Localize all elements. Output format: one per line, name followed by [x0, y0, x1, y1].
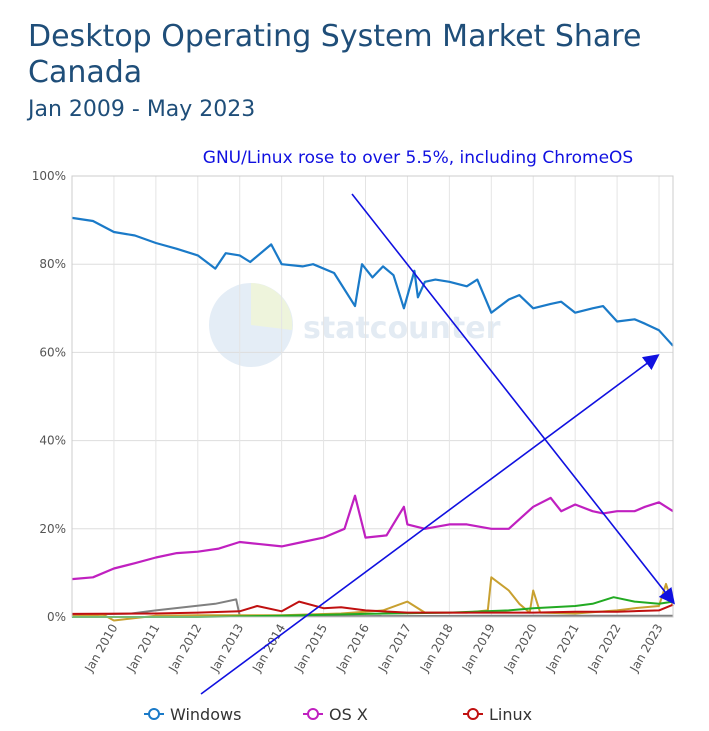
- annotation-arrow-down: [351, 193, 675, 605]
- legend-item-linux[interactable]: Linux: [463, 705, 532, 724]
- legend-label-osx: OS X: [329, 705, 368, 724]
- chart-grid: [72, 175, 673, 618]
- y-tick-label: 20%: [39, 522, 66, 536]
- legend-marker-osx: [307, 708, 319, 720]
- x-tick-label: Jan 2017: [375, 622, 414, 676]
- legend: Windows OS X Linux: [144, 705, 532, 724]
- x-tick-label: Jan 2011: [123, 622, 162, 676]
- legend-item-windows[interactable]: Windows: [144, 705, 241, 724]
- watermark-text: statcounter: [303, 311, 501, 346]
- legend-marker-linux: [467, 708, 479, 720]
- x-tick-label: Jan 2021: [543, 622, 582, 676]
- y-tick-label: 40%: [39, 434, 66, 448]
- plot-border: [71, 175, 674, 618]
- x-tick-label: Jan 2019: [459, 622, 498, 676]
- x-tick-label: Jan 2023: [627, 622, 666, 676]
- watermark: statcounter: [209, 283, 501, 367]
- y-tick-label: 60%: [39, 345, 66, 359]
- series-line-other: [71, 598, 673, 618]
- x-tick-label: Jan 2022: [585, 622, 624, 676]
- y-axis: 0% 20% 40% 60% 80% 100%: [32, 169, 66, 624]
- series-line-osx: [71, 494, 674, 581]
- legend-item-osx[interactable]: OS X: [303, 705, 368, 724]
- x-tick-label: Jan 2013: [207, 622, 246, 676]
- x-tick-label: Jan 2014: [249, 622, 288, 676]
- watermark-logo-wedge: [251, 283, 293, 330]
- chart-subtitle: Jan 2009 - May 2023: [26, 97, 255, 122]
- series-line-windows: [71, 216, 674, 347]
- chart-title-line2: Canada: [28, 55, 142, 90]
- x-tick-label: Jan 2016: [333, 622, 372, 676]
- x-axis: Jan 2010 Jan 2011 Jan 2012 Jan 2013 Jan 2014…: [81, 622, 665, 676]
- annotation-text: GNU/Linux rose to over 5.5%, including C…: [203, 148, 633, 168]
- x-tick-label: Jan 2018: [417, 622, 456, 676]
- y-tick-label: 0%: [47, 610, 66, 624]
- y-tick-label: 100%: [32, 169, 66, 183]
- chart-title: Desktop Operating System Market Share: [28, 19, 641, 54]
- series-line-linux: [71, 600, 674, 615]
- legend-label-windows: Windows: [170, 705, 241, 724]
- y-tick-label: 80%: [39, 257, 66, 271]
- annotation-arrow-up: [200, 354, 660, 695]
- legend-label-linux: Linux: [489, 705, 532, 724]
- x-tick-label: Jan 2012: [165, 622, 204, 676]
- series-lines: [71, 216, 674, 622]
- legend-marker-windows: [148, 708, 160, 720]
- series-line-chromeos: [72, 596, 674, 618]
- x-tick-label: Jan 2010: [81, 622, 120, 676]
- x-tick-label: Jan 2015: [291, 622, 330, 676]
- series-line-unknown: [71, 576, 674, 622]
- x-tick-label: Jan 2020: [501, 622, 540, 676]
